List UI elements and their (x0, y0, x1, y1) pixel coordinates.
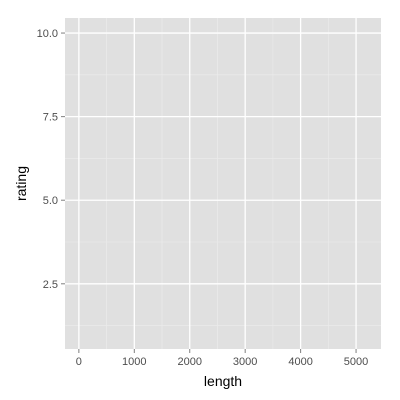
major-grid (65, 18, 381, 349)
y-axis: 2.5 5.0 7.5 10.0 (37, 28, 65, 291)
y-tick-label: 7.5 (43, 112, 58, 124)
x-tick-label: 3000 (233, 356, 257, 368)
x-tick-label: 0 (76, 356, 82, 368)
x-tick-label: 2000 (177, 356, 201, 368)
y-tick-label: 5.0 (43, 195, 58, 207)
plot-panel (65, 18, 381, 349)
x-tick-label: 5000 (344, 356, 368, 368)
x-axis: 0 1000 2000 3000 4000 5000 (76, 349, 368, 368)
y-tick-label: 10.0 (37, 28, 58, 40)
x-tick-label: 1000 (122, 356, 146, 368)
x-axis-title: length (204, 373, 242, 389)
x-tick-label: 4000 (288, 356, 312, 368)
y-axis-title: rating (13, 166, 29, 201)
y-tick-label: 2.5 (43, 279, 58, 291)
minor-grid (65, 18, 381, 349)
